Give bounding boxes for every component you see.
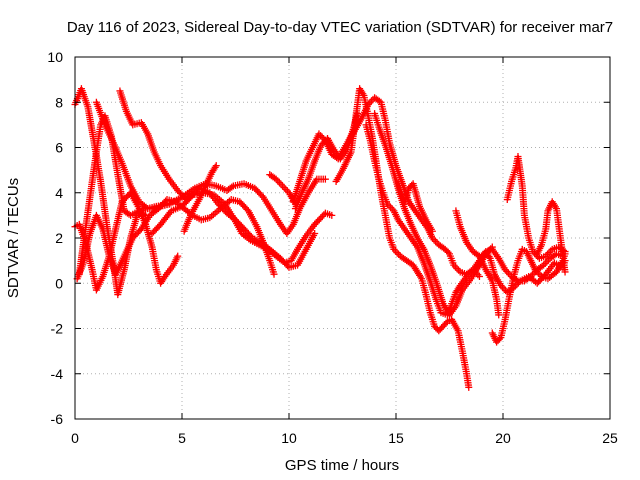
data-point (247, 232, 255, 240)
x-tick-label: 5 (178, 430, 186, 446)
data-point (312, 219, 320, 227)
y-tick-label: 8 (55, 94, 63, 110)
data-point (318, 212, 326, 220)
y-axis-label: SDTVAR / TECUs (5, 178, 22, 298)
data-point (314, 217, 322, 225)
data-point (561, 257, 569, 265)
axis-ticks: 0 5 10 15 20 25 -6 -4 -2 0 2 4 6 8 10 (47, 49, 618, 446)
x-tick-label: 15 (388, 430, 404, 446)
y-tick-label: 2 (55, 230, 63, 246)
x-tick-label: 0 (71, 430, 79, 446)
series-sat-h (180, 162, 220, 235)
series-sat-t (478, 248, 569, 296)
data-point (212, 162, 220, 170)
x-tick-label: 10 (281, 430, 297, 446)
data-point (428, 227, 436, 235)
data-point (174, 252, 182, 260)
data-point (311, 229, 319, 237)
data-point (475, 272, 483, 280)
series-sat-p (452, 207, 503, 319)
data-point (495, 311, 503, 319)
data-point (270, 270, 278, 278)
y-tick-label: 10 (47, 49, 63, 65)
data-point (321, 175, 329, 183)
x-tick-label: 20 (495, 430, 511, 446)
y-tick-label: -4 (51, 366, 64, 382)
y-tick-label: 4 (55, 185, 63, 201)
data-point (465, 383, 473, 391)
data-point (442, 319, 450, 327)
data-point (317, 214, 325, 222)
data-marks (71, 85, 569, 391)
grid-lines (75, 57, 610, 419)
x-axis-label: GPS time / hours (285, 457, 399, 474)
y-tick-label: 6 (55, 140, 63, 156)
data-point (444, 248, 452, 256)
data-point (328, 211, 336, 219)
data-point (311, 220, 319, 228)
data-point (561, 268, 569, 276)
y-tick-label: -6 (51, 411, 64, 427)
series-sat-f (73, 196, 278, 283)
chart-title: Day 116 of 2023, Sidereal Day-to-day VTE… (67, 19, 613, 36)
data-point (488, 243, 496, 251)
y-tick-label: -2 (51, 321, 64, 337)
data-point (228, 183, 236, 191)
x-tick-label: 25 (602, 430, 618, 446)
data-point (315, 216, 323, 224)
series-sat-o (394, 180, 436, 235)
y-tick-label: 0 (55, 275, 63, 291)
data-point (495, 335, 503, 343)
